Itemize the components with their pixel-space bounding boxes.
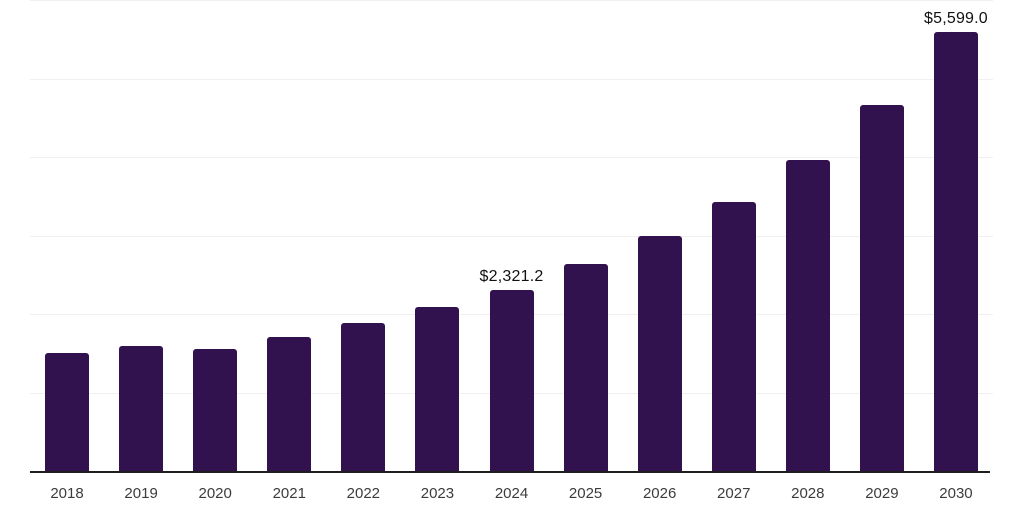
bar-2024: $2,321.2 — [480, 268, 543, 472]
bars-row: $2,321.2 $5,599.0 — [30, 0, 993, 472]
bar-2028 — [785, 159, 830, 472]
bar-band-2019 — [104, 0, 178, 472]
gridline — [30, 157, 993, 158]
x-tick-label-2023: 2023 — [420, 485, 455, 502]
gridline — [30, 78, 993, 80]
x-tick-label-2028: 2028 — [791, 485, 825, 502]
x-tick-label-2020: 2020 — [198, 485, 232, 502]
x-tick-label-2027: 2027 — [717, 485, 751, 502]
plot-area: $2,321.2 $5,599.0 — [30, 0, 993, 472]
bar-band-2025 — [549, 0, 623, 472]
x-axis-tick-labels: 2018 2019 2020 2021 2022 2023 2024 2025 2026 2027… — [30, 485, 993, 502]
x-tick-label-2030: 2030 — [939, 485, 973, 502]
bar-band-2024: $2,321.2 — [474, 0, 548, 472]
bar-2025 — [563, 263, 608, 472]
bar-band-2023 — [400, 0, 474, 472]
bar-band-2028 — [771, 0, 845, 472]
bar-band-2022 — [326, 0, 400, 472]
bar-2030: $5,599.0 — [924, 10, 988, 472]
bar-value-label-2030: $5,599.0 — [924, 10, 988, 28]
x-tick-label-2029: 2029 — [865, 485, 899, 502]
gridline — [30, 0, 993, 1]
x-tick-label-2026: 2026 — [642, 485, 677, 502]
x-tick-label-2019: 2019 — [124, 485, 158, 502]
bar-band-2029 — [845, 0, 919, 472]
bar-2029 — [859, 105, 904, 472]
bar-band-2020 — [178, 0, 252, 472]
bar-band-2021 — [252, 0, 326, 472]
x-axis-line — [30, 471, 990, 473]
bar-value-label-2024: $2,321.2 — [479, 267, 544, 285]
bar-2026 — [637, 235, 682, 472]
x-tick-label-2022: 2022 — [346, 485, 381, 502]
gridline — [30, 235, 993, 237]
x-tick-label-2021: 2021 — [272, 485, 306, 502]
x-tick-label-2018: 2018 — [50, 485, 84, 502]
bar-2018 — [45, 352, 90, 472]
bar-2022 — [341, 323, 386, 472]
bar-2019 — [119, 345, 164, 472]
x-tick-label-2025: 2025 — [568, 485, 603, 502]
bar-band-2018 — [30, 0, 104, 472]
bar-2027 — [711, 201, 756, 472]
bar-2021 — [267, 336, 312, 472]
bar-2023 — [415, 307, 460, 472]
bar-band-2030: $5,599.0 — [919, 0, 993, 472]
bar-band-2026 — [623, 0, 697, 472]
bar-band-2027 — [697, 0, 771, 472]
bar-2020 — [193, 348, 238, 472]
x-tick-label-2024: 2024 — [494, 485, 529, 502]
